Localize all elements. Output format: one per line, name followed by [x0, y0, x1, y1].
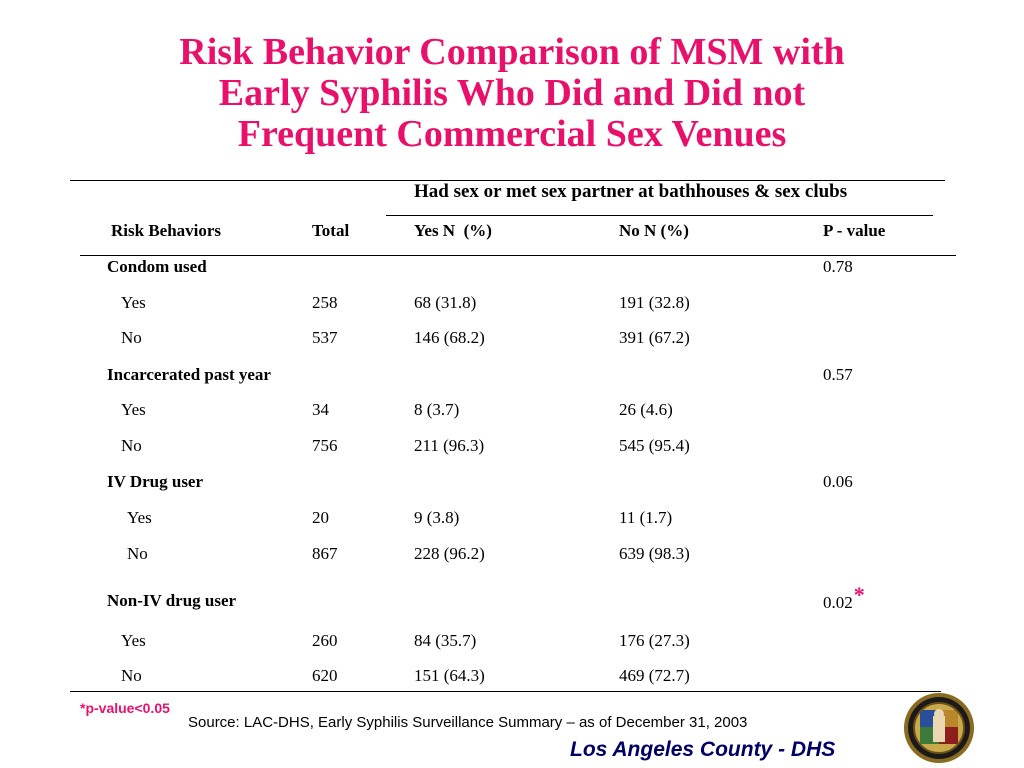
organization-name: Los Angeles County - DHS [570, 738, 836, 761]
group-label: Non-IV drug user [107, 591, 237, 610]
row-no: 26 (4.6) [619, 400, 673, 419]
row-label: No [121, 666, 142, 685]
row-no: 391 (67.2) [619, 328, 690, 347]
header-p-value: P - value [823, 221, 886, 240]
row-yes: 84 (35.7) [414, 631, 477, 650]
table-bottom-rule [70, 691, 941, 692]
title-line-3: Frequent Commercial Sex Venues [237, 113, 787, 155]
row-yes: 228 (96.2) [414, 544, 485, 563]
row-no: 176 (27.3) [619, 631, 690, 650]
row-yes: 146 (68.2) [414, 328, 485, 347]
slide-title: Risk Behavior Comparison of MSM with Ear… [0, 32, 1024, 155]
header-total: Total [312, 221, 350, 240]
row-yes: 9 (3.8) [414, 508, 460, 527]
row-total: 20 [312, 508, 329, 527]
row-no: 191 (32.8) [619, 293, 690, 312]
p-value-footnote: *p-value<0.05 [80, 700, 170, 716]
row-total: 34 [312, 400, 329, 419]
title-line-2: Early Syphilis Who Did and Did not [218, 72, 806, 114]
group-p-value: 0.57 [823, 365, 853, 384]
group-p-value-wrap: 0.02* [823, 584, 865, 613]
row-label: No [121, 436, 142, 455]
row-yes: 8 (3.7) [414, 400, 460, 419]
row-total: 620 [312, 666, 338, 685]
row-no: 469 (72.7) [619, 666, 690, 685]
row-label: Yes [121, 293, 146, 312]
header-no: No N (%) [619, 221, 689, 240]
title-line-1: Risk Behavior Comparison of MSM with [179, 31, 845, 73]
row-label: Yes [121, 631, 146, 650]
row-label: No [127, 544, 148, 563]
row-yes: 211 (96.3) [414, 436, 485, 455]
header-yes: Yes N (%) [414, 221, 492, 240]
header-bottom-rule [80, 255, 956, 256]
table-top-rule [70, 180, 945, 181]
group-label: Incarcerated past year [107, 365, 271, 384]
row-no: 545 (95.4) [619, 436, 690, 455]
row-label: No [121, 328, 142, 347]
row-yes: 151 (64.3) [414, 666, 485, 685]
row-no: 639 (98.3) [619, 544, 690, 563]
source-note: Source: LAC-DHS, Early Syphilis Surveill… [188, 714, 748, 731]
row-label: Yes [121, 400, 146, 419]
header-risk-behaviors: Risk Behaviors [111, 221, 222, 240]
row-total: 756 [312, 436, 338, 455]
row-no: 11 (1.7) [619, 508, 673, 527]
significance-asterisk: * [853, 582, 865, 607]
group-label: Condom used [107, 257, 207, 276]
group-p-value: 0.78 [823, 257, 853, 276]
span-header: Had sex or met sex partner at bathhouses… [414, 181, 848, 202]
span-header-rule [386, 215, 933, 216]
row-total: 258 [312, 293, 338, 312]
group-p-value: 0.02 [823, 593, 853, 612]
row-yes: 68 (31.8) [414, 293, 477, 312]
group-label: IV Drug user [107, 472, 204, 491]
county-seal-icon [904, 693, 974, 763]
row-total: 867 [312, 544, 338, 563]
group-p-value: 0.06 [823, 472, 853, 491]
row-total: 260 [312, 631, 338, 650]
row-total: 537 [312, 328, 338, 347]
row-label: Yes [127, 508, 152, 527]
